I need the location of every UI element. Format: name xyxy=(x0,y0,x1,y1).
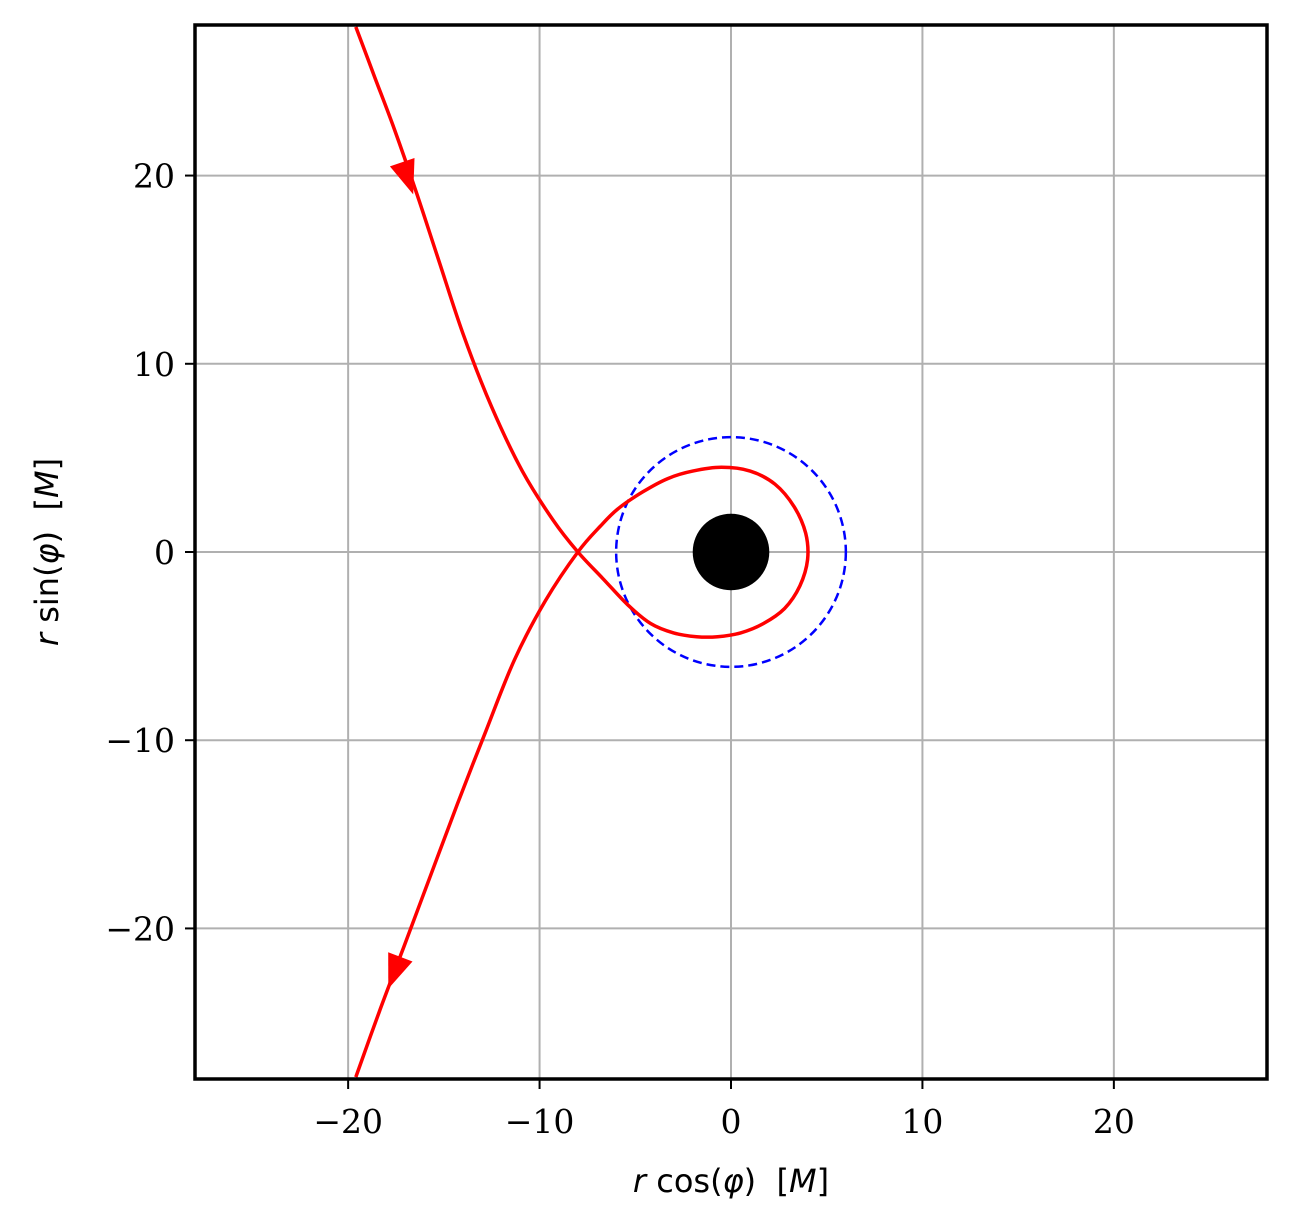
x-tick-label: 10 xyxy=(901,1102,943,1141)
y-tick-label: −10 xyxy=(105,721,175,760)
y-ticks: −20 −10 0 10 20 xyxy=(105,157,195,948)
y-tick-label: 10 xyxy=(133,345,175,384)
direction-arrow xyxy=(388,952,413,989)
isco-circle xyxy=(614,435,848,669)
x-tick-label: −20 xyxy=(313,1102,383,1141)
trajectory-line xyxy=(354,26,810,1078)
x-ticks: −20 −10 0 10 20 xyxy=(313,1079,1135,1141)
y-tick-label: −20 xyxy=(105,909,175,948)
x-tick-label: −10 xyxy=(505,1102,575,1141)
x-axis-label: r cos(φ) [M] xyxy=(633,1162,829,1200)
y-axis-label: r sin(φ) [M] xyxy=(28,458,66,646)
y-tick-label: 20 xyxy=(133,157,175,196)
y-tick-label: 0 xyxy=(154,533,175,572)
direction-arrow xyxy=(389,158,415,195)
trajectory-arrows xyxy=(388,158,415,989)
x-tick-label: 0 xyxy=(721,1102,742,1141)
grid xyxy=(195,25,1267,1079)
black-hole xyxy=(692,513,770,591)
x-tick-label: 20 xyxy=(1093,1102,1135,1141)
